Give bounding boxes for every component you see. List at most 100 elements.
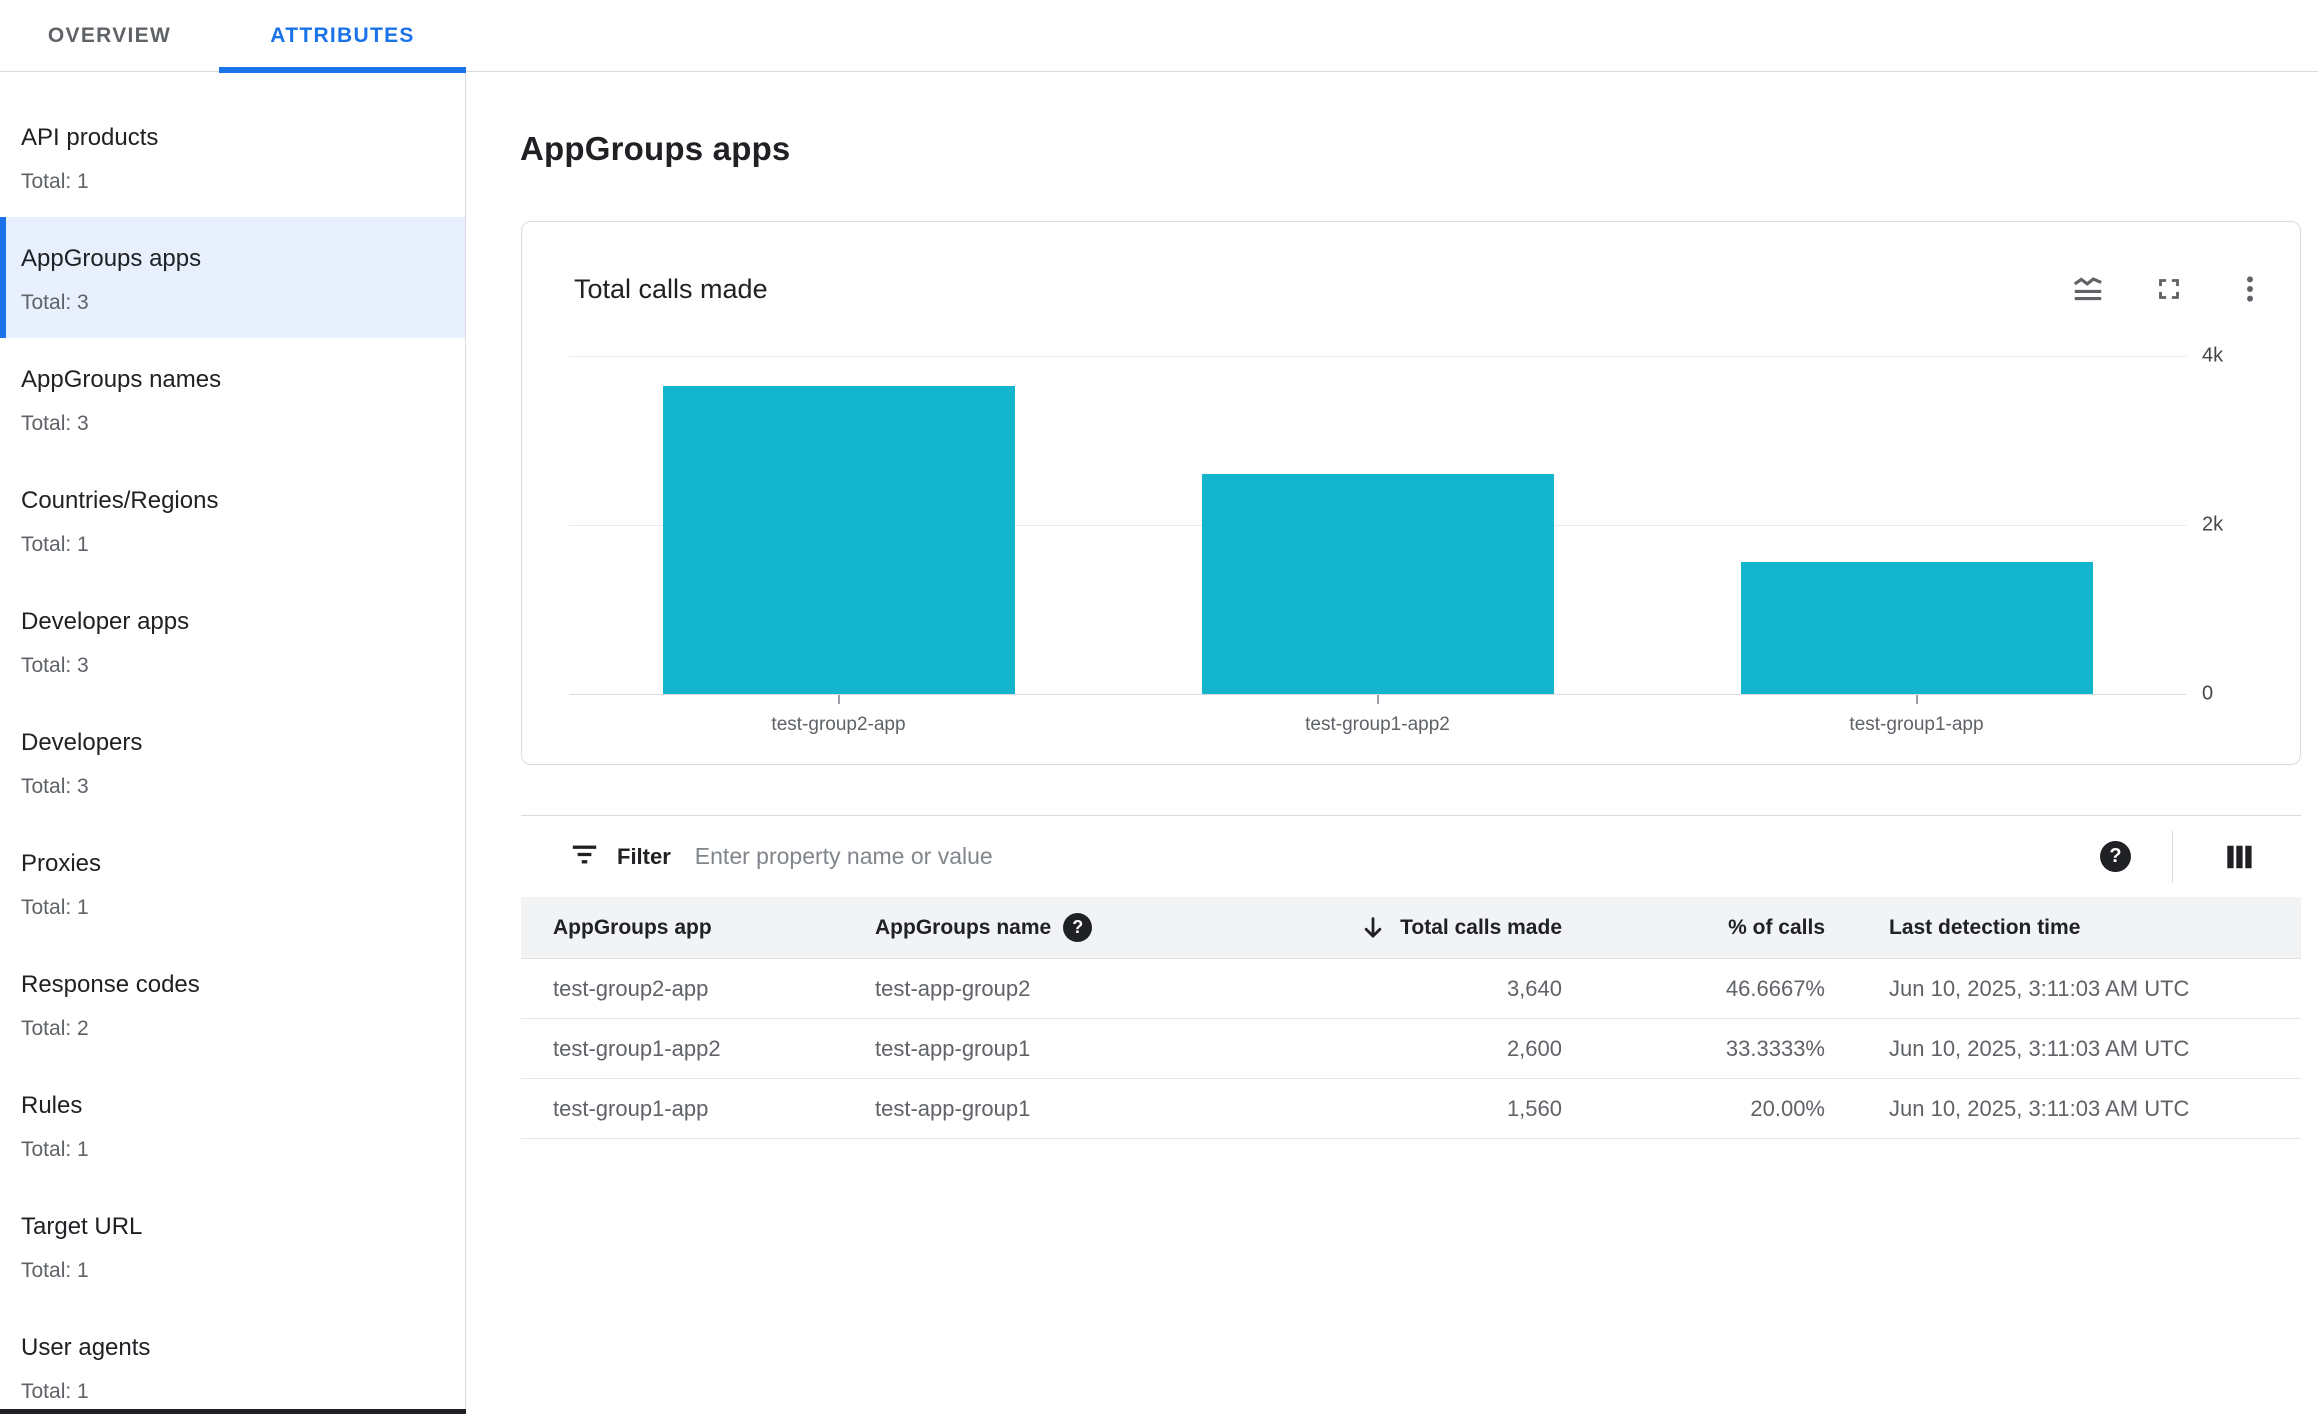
table-cell-calls: 2,600	[1255, 1019, 1562, 1079]
fullscreen-button[interactable]	[2147, 267, 2191, 311]
filter-icon	[568, 838, 601, 876]
filter-help-icon[interactable]: ?	[2100, 841, 2131, 872]
x-axis-label: test-group1-app2	[1305, 714, 1450, 735]
y-tick-label: 4k	[2202, 344, 2224, 367]
chart-title: Total calls made	[574, 274, 768, 304]
column-header-total-calls[interactable]: Total calls made	[1255, 897, 1562, 959]
tab-overview[interactable]: OVERVIEW	[47, 24, 172, 47]
column-header-pct-of-calls[interactable]: % of calls	[1562, 897, 1825, 959]
y-tick-label: 2k	[2202, 513, 2224, 536]
chart-actions	[2066, 267, 2272, 311]
column-settings-button[interactable]	[2217, 835, 2261, 879]
table-cell-name: test-app-group1	[875, 1019, 1255, 1079]
attributes-sidebar: API products Total: 1 AppGroups apps Tot…	[0, 72, 466, 1414]
x-axis-tick	[1915, 695, 1918, 704]
fullscreen-icon	[2152, 272, 2186, 306]
table-cell-time: Jun 10, 2025, 3:11:03 AM UTC	[1825, 1079, 2301, 1139]
bar-test-group1-app[interactable]	[1740, 562, 2093, 694]
table-cell-name: test-app-group2	[875, 959, 1255, 1019]
sidebar-item-label: Developer apps	[21, 608, 190, 635]
sidebar-item-appgroups-apps[interactable]: AppGroups apps Total: 3	[0, 217, 465, 338]
sidebar-item-label: User agents	[21, 1334, 151, 1361]
sidebar-item-label: API products	[21, 124, 159, 151]
column-header-appgroups-name[interactable]: AppGroups name ?	[875, 897, 1255, 959]
gridline-0	[569, 694, 2186, 695]
sidebar-item-label: Response codes	[21, 971, 200, 998]
sort-desc-icon	[1358, 913, 1388, 943]
sidebar-item-total: Total: 3	[21, 291, 89, 314]
sidebar-item-user-agents[interactable]: User agents Total: 1	[0, 1306, 465, 1427]
bar-chart-plot-area[interactable]: test-group2-app test-group1-app2 test-grou…	[569, 356, 2186, 735]
column-header-label: AppGroups name	[875, 915, 1052, 939]
sidebar-item-total: Total: 1	[21, 170, 89, 193]
column-header-label: Last detection time	[1889, 915, 2081, 939]
sidebar-item-label: AppGroups apps	[21, 245, 202, 272]
sidebar-item-api-products[interactable]: API products Total: 1	[0, 96, 465, 217]
tab-bar: OVERVIEW ATTRIBUTES	[0, 0, 2318, 73]
sidebar-item-total: Total: 1	[21, 1138, 89, 1161]
sidebar-item-label: AppGroups names	[21, 366, 222, 393]
table-cell-app: test-group1-app	[521, 1079, 875, 1139]
more-vert-icon	[2233, 272, 2267, 306]
table-cell-app: test-group2-app	[521, 959, 875, 1019]
sidebar-item-developer-apps[interactable]: Developer apps Total: 3	[0, 580, 465, 701]
sidebar-item-total: Total: 3	[21, 412, 89, 435]
table-cell-app: test-group1-app2	[521, 1019, 875, 1079]
more-options-button[interactable]	[2228, 267, 2272, 311]
chart-type-icon	[2070, 271, 2106, 307]
attributes-table: AppGroups app AppGroups name ? Total cal…	[521, 897, 2301, 1139]
column-header-last-detection-time[interactable]: Last detection time	[1825, 897, 2301, 959]
tab-attributes[interactable]: ATTRIBUTES	[219, 0, 466, 73]
y-axis-labels: 0 2k 4k	[2202, 345, 2292, 705]
attributes-table-section: Filter ? AppGroups a	[521, 815, 2301, 1139]
sidebar-item-response-codes[interactable]: Response codes Total: 2	[0, 943, 465, 1064]
columns-icon	[2221, 839, 2257, 875]
active-tab-underline	[219, 67, 466, 73]
sidebar-item-rules[interactable]: Rules Total: 1	[0, 1064, 465, 1185]
bar-test-group2-app[interactable]	[662, 386, 1015, 694]
chart-type-button[interactable]	[2066, 267, 2110, 311]
sidebar-scrollbar[interactable]	[0, 1409, 466, 1414]
sidebar-item-label: Proxies	[21, 850, 102, 877]
sidebar-item-total: Total: 3	[21, 654, 89, 677]
x-axis-tick	[837, 695, 840, 704]
sidebar-item-label: Rules	[21, 1092, 83, 1119]
x-axis-label: test-group1-app	[1849, 714, 1984, 735]
bar-test-group1-app2[interactable]	[1201, 474, 1554, 694]
column-header-label: AppGroups app	[553, 915, 712, 939]
sidebar-item-total: Total: 1	[21, 1259, 89, 1282]
sidebar-item-appgroups-names[interactable]: AppGroups names Total: 3	[0, 338, 465, 459]
sidebar-item-proxies[interactable]: Proxies Total: 1	[0, 822, 465, 943]
gridline-4k	[569, 356, 2186, 357]
sidebar-item-countries-regions[interactable]: Countries/Regions Total: 1	[0, 459, 465, 580]
sidebar-item-total: Total: 1	[21, 1380, 89, 1403]
filter-bar: Filter ?	[521, 815, 2301, 897]
table-cell-calls: 3,640	[1255, 959, 1562, 1019]
sidebar-item-target-url[interactable]: Target URL Total: 1	[0, 1185, 465, 1306]
table-cell-time: Jun 10, 2025, 3:11:03 AM UTC	[1825, 1019, 2301, 1079]
column-header-label: % of calls	[1728, 915, 1825, 939]
filter-input[interactable]	[694, 843, 2100, 870]
sidebar-item-label: Countries/Regions	[21, 487, 219, 514]
table-cell-pct: 46.6667%	[1562, 959, 1825, 1019]
tab-attributes-label: ATTRIBUTES	[270, 24, 415, 47]
sidebar-item-total: Total: 2	[21, 1017, 89, 1040]
filter-label: Filter	[617, 843, 671, 869]
sidebar-item-total: Total: 1	[21, 896, 89, 919]
filter-divider	[2172, 830, 2173, 883]
table-cell-name: test-app-group1	[875, 1079, 1255, 1139]
column-header-appgroups-app[interactable]: AppGroups app	[521, 897, 875, 959]
sidebar-item-label: Target URL	[21, 1213, 143, 1240]
x-axis-label: test-group2-app	[771, 714, 906, 735]
y-tick-label: 0	[2202, 682, 2214, 705]
column-header-label: Total calls made	[1400, 915, 1562, 939]
table-cell-calls: 1,560	[1255, 1079, 1562, 1139]
sidebar-item-total: Total: 1	[21, 533, 89, 556]
appgroups-name-help-icon[interactable]: ?	[1063, 913, 1093, 942]
table-cell-pct: 20.00%	[1562, 1079, 1825, 1139]
total-calls-chart-card: Total calls made	[521, 221, 2301, 765]
table-cell-time: Jun 10, 2025, 3:11:03 AM UTC	[1825, 959, 2301, 1019]
table-cell-pct: 33.3333%	[1562, 1019, 1825, 1079]
sidebar-item-developers[interactable]: Developers Total: 3	[0, 701, 465, 822]
